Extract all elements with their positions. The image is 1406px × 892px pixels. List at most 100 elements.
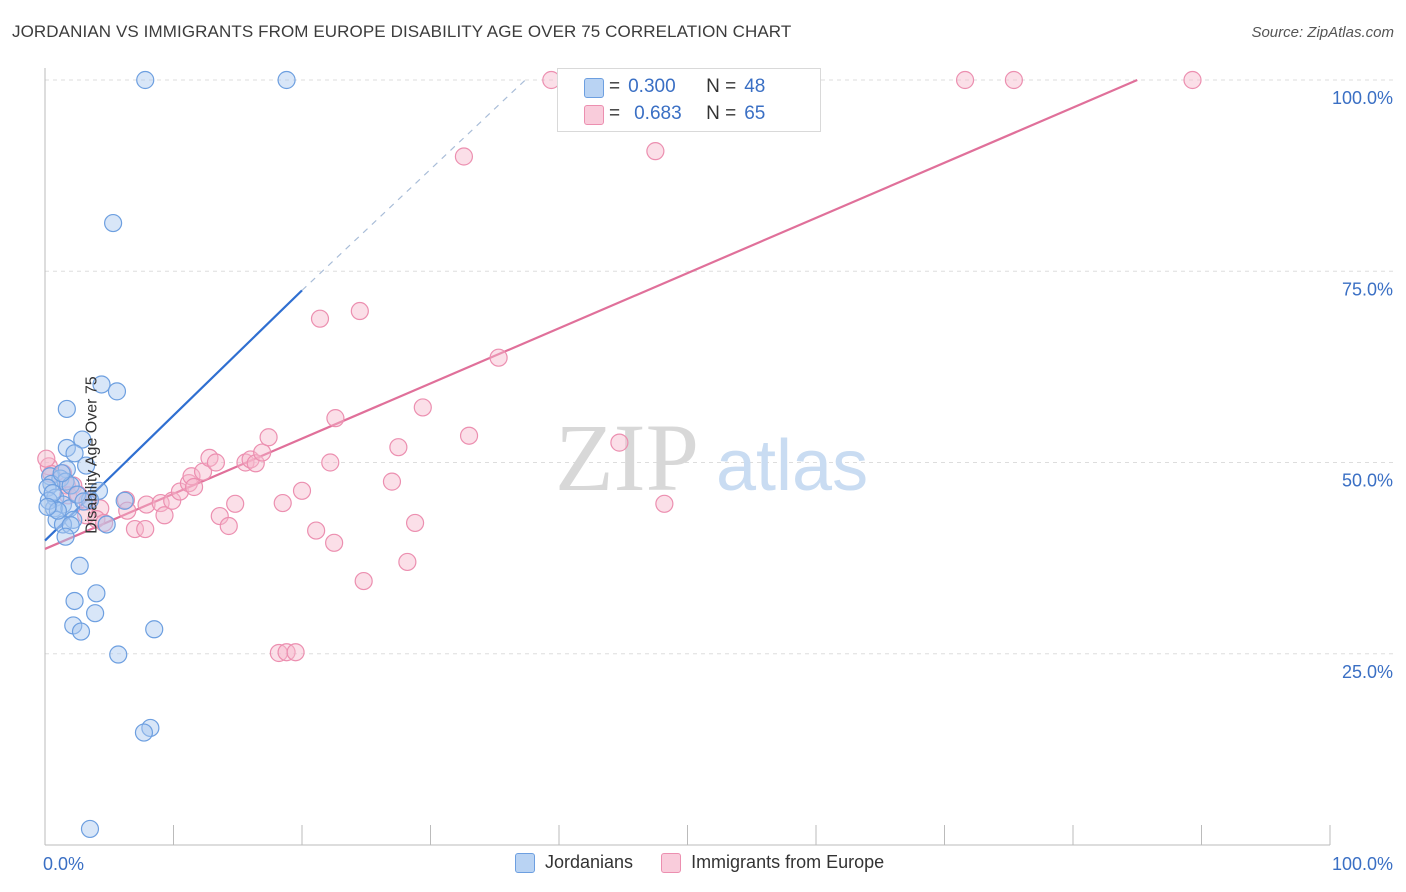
- jordanian-point: [115, 491, 134, 510]
- jordanian-point: [77, 456, 96, 475]
- legend-swatch-blue: [584, 78, 604, 98]
- immigrant-point: [325, 533, 344, 552]
- watermark: ZIP atlas: [555, 404, 868, 511]
- immigrant-point: [246, 454, 265, 473]
- immigrant-point: [454, 147, 474, 166]
- immigrant-point: [210, 506, 229, 526]
- legend-item-immigrants: Immigrants from Europe: [661, 852, 884, 873]
- jordanian-point: [73, 430, 92, 449]
- legend-swatch-pink: [661, 852, 682, 873]
- legend-swatch-blue: [515, 852, 535, 873]
- x-tick-label-right: 100.0%: [1332, 854, 1393, 874]
- legend-n-value: 65: [744, 103, 766, 124]
- immigrant-point: [321, 453, 340, 472]
- jordanian-point: [97, 515, 116, 534]
- immigrant-point: [292, 481, 312, 500]
- immigrant-point: [273, 493, 292, 513]
- immigrant-point: [253, 443, 272, 462]
- immigrant-point: [286, 643, 305, 662]
- immigrant-point: [655, 494, 674, 513]
- legend-n-label: N =: [706, 103, 737, 124]
- legend-r-value: 0.300: [628, 76, 676, 97]
- immigrant-point: [206, 453, 226, 472]
- jordanian-point: [80, 819, 100, 839]
- immigrant-point: [354, 571, 373, 591]
- trend-line-jordanians-extension: [301, 78, 528, 291]
- immigrant-point: [1004, 70, 1023, 90]
- jordanian-point: [145, 620, 164, 639]
- jordanian-point: [277, 70, 296, 90]
- jordanian-point: [48, 501, 67, 520]
- immigrant-point: [259, 428, 278, 447]
- jordanian-point: [52, 464, 71, 483]
- immigrant-point: [310, 309, 330, 328]
- immigrant-point: [646, 142, 665, 161]
- immigrant-point: [489, 348, 508, 367]
- jordanian-point: [65, 444, 84, 463]
- jordanian-point: [109, 645, 128, 664]
- immigrant-point: [326, 409, 345, 428]
- immigrant-point: [226, 494, 245, 513]
- immigrant-point: [136, 519, 155, 539]
- watermark-zip: ZIP: [555, 404, 699, 511]
- data-points: [37, 70, 1202, 839]
- trend-lines: [44, 78, 1138, 550]
- jordanian-point: [141, 718, 160, 738]
- axes-layer: [44, 68, 1331, 846]
- jordanian-point: [74, 492, 93, 511]
- trend-line-jordanians: [44, 289, 303, 542]
- tick-labels: 25.0% 50.0% 75.0% 100.0% 0.0% 100.0%: [43, 88, 1393, 874]
- immigrant-point: [955, 70, 975, 90]
- grid-layer: [45, 79, 1393, 655]
- immigrant-point: [459, 426, 479, 445]
- immigrant-point: [398, 552, 417, 572]
- source-label: Source: ZipAtlas.com: [1251, 24, 1394, 41]
- immigrant-point: [350, 301, 369, 321]
- immigrant-point: [184, 477, 204, 497]
- jordanian-point: [70, 556, 89, 575]
- immigrant-point: [307, 521, 326, 540]
- immigrant-point: [389, 438, 408, 457]
- y-axis-label: Disability Age Over 75: [83, 376, 101, 534]
- legend-row-jordanians: R = 0.300 N = 48: [584, 74, 765, 100]
- immigrant-point: [125, 519, 145, 539]
- jordanian-point: [107, 382, 127, 401]
- jordanian-point: [57, 399, 76, 419]
- y-tick-label: 25.0%: [1342, 662, 1393, 682]
- jordanian-point: [56, 527, 75, 546]
- legend-label-immigrants: Immigrants from Europe: [691, 852, 885, 872]
- immigrant-point: [610, 433, 629, 452]
- legend-n-value: 48: [744, 76, 766, 97]
- chart-title: JORDANIAN VS IMMIGRANTS FROM EUROPE DISA…: [12, 22, 792, 41]
- jordanian-point: [104, 213, 123, 233]
- correlation-legend: R = 0.300 N = 48 R = 0.683 N = 65: [557, 68, 821, 132]
- y-tick-label: 50.0%: [1342, 471, 1393, 491]
- trend-line-immigrants: [44, 78, 1138, 550]
- y-tick-label: 75.0%: [1342, 279, 1393, 299]
- immigrant-point: [137, 495, 156, 514]
- immigrant-point: [155, 506, 174, 525]
- jordanian-point: [71, 622, 91, 641]
- legend-swatch-pink: [584, 105, 604, 125]
- immigrant-point: [382, 472, 402, 491]
- series-legend: Jordanians Immigrants from Europe: [515, 852, 912, 873]
- jordanian-point: [87, 584, 106, 603]
- x-tick-label-left: 0.0%: [43, 854, 84, 874]
- legend-n-label: N =: [706, 76, 737, 97]
- jordanian-point: [38, 497, 57, 516]
- jordanian-point: [61, 476, 80, 495]
- jordanian-point: [43, 484, 62, 503]
- immigrant-point: [405, 513, 425, 533]
- jordanian-point: [65, 591, 84, 611]
- y-tick-label: 100.0%: [1332, 88, 1393, 108]
- jordanian-point: [92, 375, 111, 394]
- watermark-atlas: atlas: [716, 426, 868, 506]
- immigrant-point: [163, 491, 182, 510]
- immigrant-point: [182, 467, 201, 486]
- legend-item-jordanians: Jordanians: [515, 852, 633, 873]
- legend-label-jordanians: Jordanians: [545, 852, 634, 872]
- immigrant-point: [37, 449, 56, 468]
- jordanian-point: [136, 70, 155, 90]
- jordanian-point: [38, 478, 57, 497]
